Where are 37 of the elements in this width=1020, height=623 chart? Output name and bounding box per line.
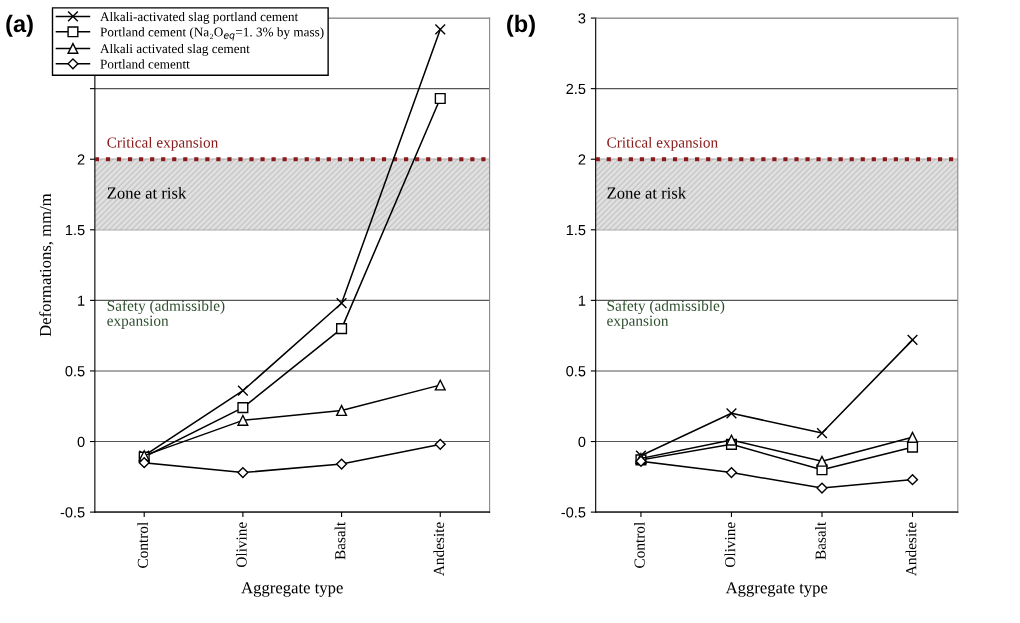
x-tick-label: Control: [634, 522, 645, 568]
band-label: Zone at risk: [607, 186, 687, 199]
annotation: Safety (admissible) expansion: [107, 300, 225, 329]
x-axis-title: Aggregate type: [241, 582, 343, 597]
chart-title: (a): [6, 14, 33, 37]
ref-line-label: Critical expansion: [607, 136, 718, 151]
x-tick-label: Olivine: [724, 522, 736, 568]
y-tick-label: 2.5: [566, 83, 586, 95]
y-tick-label: 0: [578, 436, 586, 447]
x-axis-title: Aggregate type: [725, 582, 828, 597]
band-label: Zone at risk: [107, 186, 187, 199]
y-tick-label: 2: [77, 154, 85, 165]
ref-line-label: Critical expansion: [107, 136, 219, 151]
x-tick-label: Andesite: [433, 522, 445, 576]
y-tick-label: 0.5: [65, 366, 85, 377]
y-tick-label: 3: [578, 13, 586, 24]
x-tick-label: Olivine: [235, 522, 247, 568]
legend-label: Alkali activated slag cement: [100, 43, 250, 56]
y-tick-label: -0.5: [60, 507, 85, 518]
y-tick-label: 1.5: [566, 225, 586, 236]
y-tick-label: 1.5: [65, 225, 85, 236]
chart-title: (b): [507, 14, 535, 37]
annotation: Safety (admissible) expansion: [607, 300, 725, 329]
x-tick-label: Basalt: [815, 521, 826, 560]
legend-label: Alkali-activated slag portland cement: [100, 11, 299, 24]
y-tick-label: -0.5: [561, 507, 586, 518]
legend-label: Portland cement (Na₂O$_{eq}$=1. 3% by mass): [100, 27, 324, 41]
y-tick-label: 1: [78, 295, 85, 306]
y-tick-label: 2: [578, 154, 586, 165]
x-tick-label: Andesite: [905, 522, 917, 576]
y-tick-label: 0: [77, 436, 85, 447]
x-tick-label: Control: [137, 522, 149, 568]
y-tick-label: 0.5: [566, 366, 586, 377]
x-tick-label: Basalt: [334, 521, 346, 560]
y-tick-label: 1: [578, 295, 586, 306]
legend-label: Portland cementt: [100, 59, 190, 69]
y-axis-title: Deformations, mm/m: [39, 193, 54, 337]
